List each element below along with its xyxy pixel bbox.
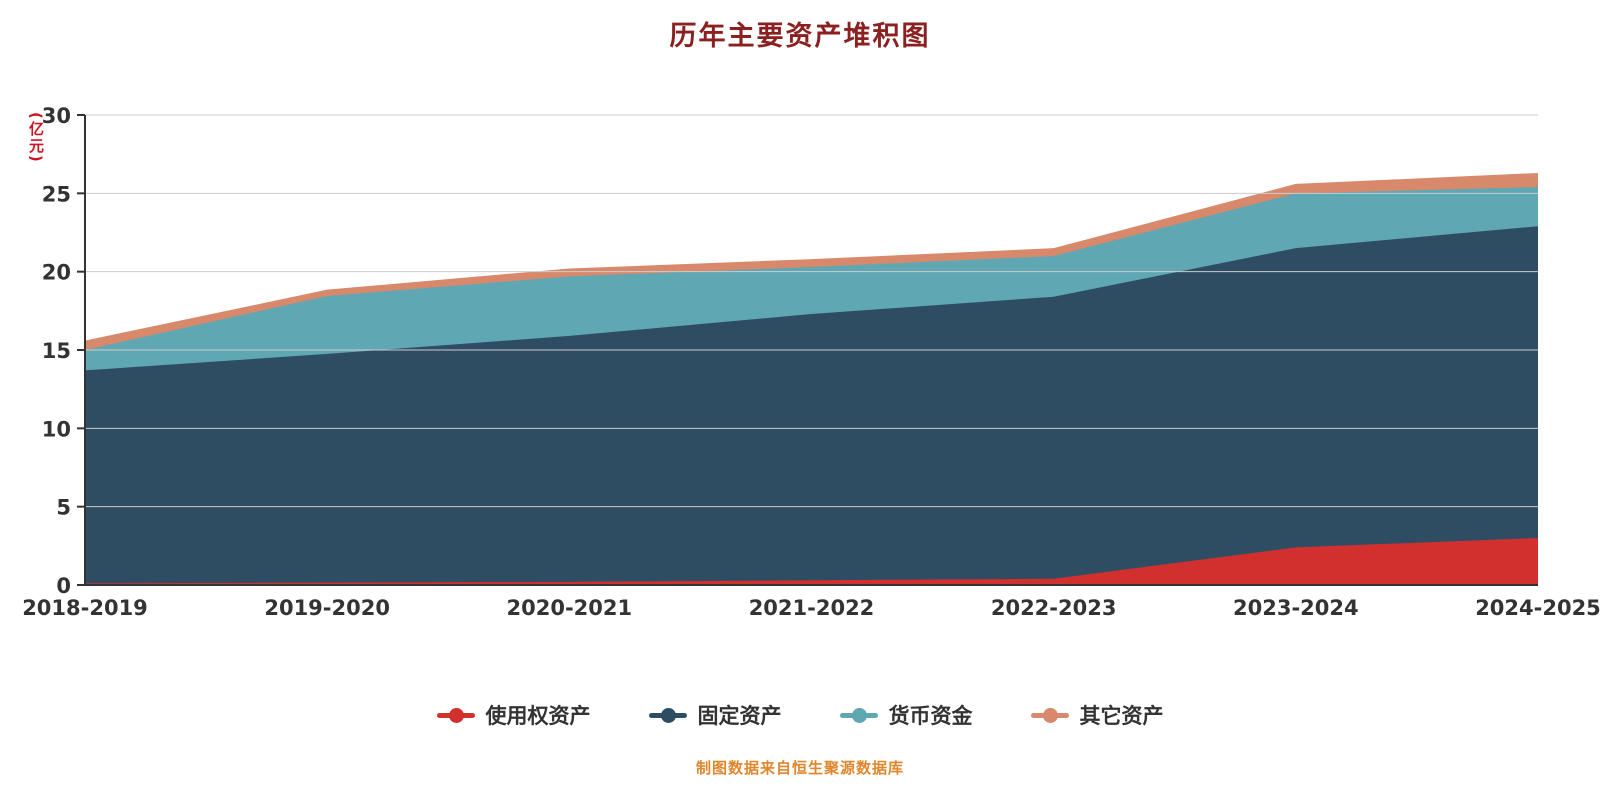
legend-item-货币资金[interactable]: 货币资金 [839, 700, 973, 730]
y-tick-label: 20 [42, 261, 71, 285]
legend-label: 货币资金 [888, 704, 973, 728]
chart-title: 历年主要资产堆积图 [669, 21, 931, 52]
x-tick-label: 2018-2019 [22, 596, 148, 620]
legend-item-使用权资产[interactable]: 使用权资产 [436, 700, 591, 730]
legend: 使用权资产 固定资产 货币资金 其它资产 [0, 700, 1600, 730]
y-tick-label: 25 [42, 182, 71, 206]
legend-marker-icon [1030, 707, 1069, 723]
x-tick-label: 2022-2023 [991, 596, 1117, 620]
y-axis-unit-label: (亿元) [27, 112, 45, 164]
legend-marker-icon [436, 707, 475, 723]
y-tick-label: 30 [42, 104, 71, 128]
legend-marker-icon [648, 707, 687, 723]
y-tick-label: 0 [56, 574, 71, 598]
x-tick-label: 2020-2021 [507, 596, 633, 620]
x-tick-label: 2021-2022 [749, 596, 875, 620]
x-tick-label: 2024-2025 [1475, 596, 1600, 620]
legend-item-固定资产[interactable]: 固定资产 [648, 700, 782, 730]
source-note: 制图数据来自恒生聚源数据库 [695, 759, 904, 777]
y-tick-label: 10 [42, 417, 71, 441]
legend-label: 固定资产 [697, 704, 782, 728]
legend-label: 其它资产 [1079, 704, 1164, 728]
area-使用权资产[interactable] [85, 538, 1538, 585]
legend-label: 使用权资产 [485, 704, 591, 728]
y-tick-label: 5 [56, 496, 71, 520]
x-tick-label: 2019-2020 [264, 596, 390, 620]
legend-item-其它资产[interactable]: 其它资产 [1030, 700, 1164, 730]
area-固定资产[interactable] [85, 226, 1538, 585]
y-tick-label: 15 [42, 339, 71, 363]
x-tick-label: 2023-2024 [1233, 596, 1359, 620]
legend-marker-icon [839, 707, 878, 723]
